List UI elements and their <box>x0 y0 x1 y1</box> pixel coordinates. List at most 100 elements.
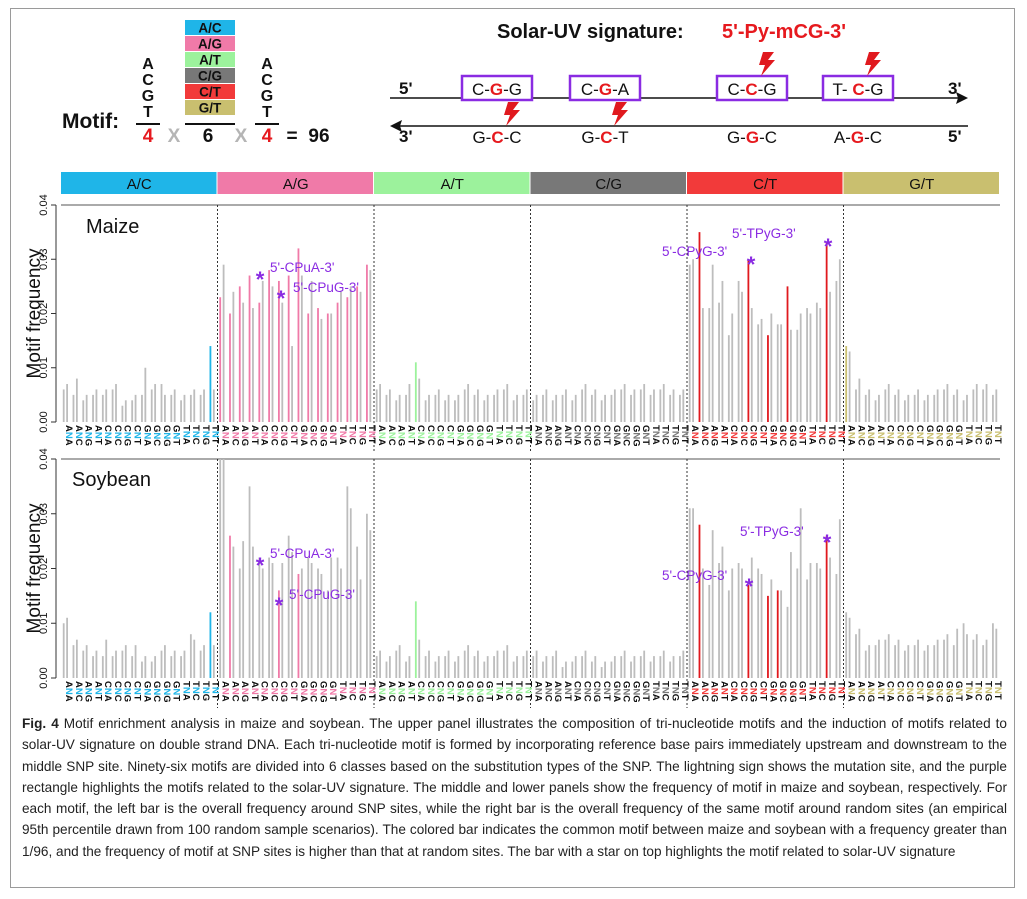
tick-class: N <box>493 687 504 694</box>
snp-bar <box>170 656 173 678</box>
tick-base: A <box>249 681 260 688</box>
snp-bar <box>238 568 241 678</box>
x-tick-label: CNC <box>738 425 749 446</box>
tick-base: A <box>689 425 700 432</box>
tick-class: N <box>836 431 847 438</box>
random-bar <box>741 291 743 422</box>
tick-base: T <box>171 695 182 701</box>
tick-base: T <box>953 439 964 445</box>
tick-class: N <box>572 432 583 439</box>
random-bar <box>486 656 489 678</box>
tick-class: N <box>875 688 886 695</box>
top-motif-text: C-G-G <box>472 80 522 99</box>
tick-base: G <box>709 695 720 702</box>
class-swatch-label: G/T <box>199 101 222 116</box>
x-tick-label: TNG <box>669 681 680 701</box>
tick-base: C <box>112 695 123 702</box>
class-band-label: C/T <box>753 176 777 193</box>
snp-bar <box>375 389 378 422</box>
snp-bar <box>219 297 222 422</box>
tick-base: G <box>474 439 485 446</box>
tick-base: T <box>327 439 338 445</box>
x-tick-label: CNC <box>112 425 123 446</box>
x-tick-label: ANA <box>533 425 544 446</box>
tick-class: N <box>943 688 954 695</box>
random-bar <box>398 394 401 422</box>
random-bar <box>222 264 225 422</box>
x-tick-label: CNA <box>259 425 270 446</box>
tick-base: C <box>738 695 749 702</box>
snp-bar <box>718 302 720 422</box>
x-tick-label: TNG <box>356 425 367 445</box>
panel-name: Maize <box>86 216 139 238</box>
x-tick-label: CNG <box>748 681 759 702</box>
tick-base: C <box>308 695 319 702</box>
tick-class: N <box>171 688 182 695</box>
snp-bar <box>444 400 447 422</box>
x-tick-label: CNA <box>885 681 896 702</box>
x-tick-label: GNG <box>161 681 172 703</box>
tick-base: T <box>816 425 827 431</box>
tick-base: G <box>464 681 475 688</box>
snp-bar <box>669 394 672 422</box>
random-bar <box>525 389 528 422</box>
snp-bar <box>258 302 261 422</box>
tick-base: A <box>552 681 563 688</box>
tick-base: T <box>366 681 377 687</box>
tick-base: G <box>630 695 641 702</box>
tick-class: N <box>640 688 651 695</box>
random-bar <box>985 639 988 678</box>
motif-base: -G <box>758 80 777 99</box>
x-tick-label: ANA <box>846 681 857 702</box>
x-tick-label: TNA <box>180 681 191 701</box>
x-tick-label: CNC <box>581 425 592 446</box>
tick-base: G <box>591 439 602 446</box>
x-tick-label: TNT <box>523 425 534 444</box>
snp-bar <box>229 313 231 422</box>
tick-base: A <box>493 694 504 701</box>
tick-base: A <box>386 425 397 432</box>
tick-class: N <box>581 432 592 439</box>
tick-base: G <box>298 425 309 432</box>
figure-canvas: Motif:A AC CG GT TA/CA/GA/TC/GC/TG/T4 X 6 X 4 = 96… <box>24 20 1003 708</box>
tick-base: T <box>679 438 690 444</box>
random-bar <box>868 389 871 422</box>
tick-base: G <box>239 695 250 702</box>
snp-bar <box>845 612 848 678</box>
random-bar <box>203 389 205 422</box>
y-tick-label: 0.00 <box>38 411 50 432</box>
snp-bar <box>248 275 251 422</box>
tick-class: N <box>591 688 602 695</box>
snp-bar <box>522 656 525 678</box>
tick-base: C <box>131 681 142 688</box>
x-tick-label: GNT <box>640 681 651 701</box>
snp-bar <box>688 508 691 678</box>
tick-base: T <box>875 695 886 701</box>
tick-base: G <box>767 425 778 432</box>
random-bar <box>359 579 362 678</box>
snp-bar <box>727 335 730 422</box>
snp-bar <box>992 623 994 678</box>
tick-base: T <box>484 695 495 701</box>
random-bar <box>379 650 381 678</box>
snp-bar <box>160 650 163 678</box>
snp-bar <box>356 546 359 678</box>
class-band-C-T <box>687 172 843 194</box>
random-bar <box>477 389 479 422</box>
x-tick-label: ANT <box>718 681 729 701</box>
random-bar <box>790 329 792 422</box>
x-tick-label: CNT <box>757 425 768 445</box>
tick-base: A <box>562 681 573 688</box>
snp-bar <box>923 400 926 422</box>
tick-class: N <box>122 688 133 695</box>
tick-base: G <box>141 681 152 688</box>
tick-base: A <box>611 695 622 702</box>
tick-base: A <box>180 438 191 445</box>
x-tick-label: GNC <box>777 681 788 702</box>
tick-class: N <box>317 688 328 695</box>
x-tick-label: TNG <box>669 425 680 445</box>
snp-bar <box>952 645 955 678</box>
random-bar <box>183 394 186 422</box>
random-bar <box>418 378 421 422</box>
tick-base: C <box>757 681 768 688</box>
